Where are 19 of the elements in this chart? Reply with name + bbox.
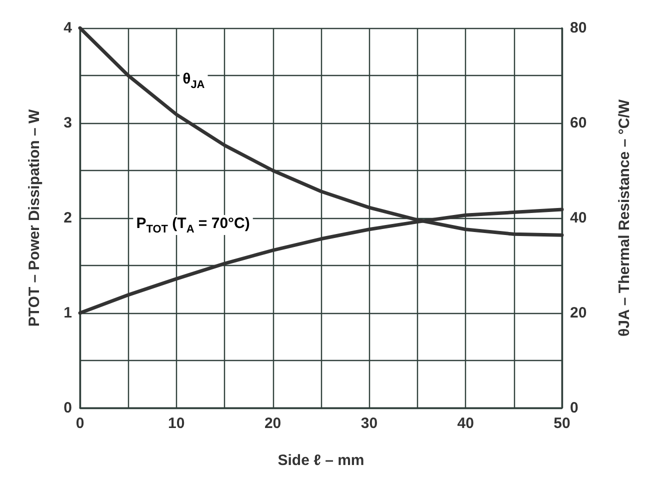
x-tick-label: 0: [76, 415, 84, 432]
x-tick-label: 20: [264, 415, 282, 432]
x-axis-title: Side ℓ – mm: [278, 452, 364, 469]
y2-tick-label: 0: [570, 400, 578, 416]
y-tick-label: 2: [64, 210, 72, 226]
y-axis-title: PTOT – Power Dissipation – W: [26, 108, 43, 327]
x-tick-label: 10: [168, 415, 185, 432]
x-tick-label: 50: [554, 415, 570, 432]
y-tick-label: 0: [64, 400, 72, 416]
y2-axis-title: θJA – Thermal Resistance – °C/W: [616, 98, 633, 336]
y2-tick-label: 20: [570, 304, 587, 322]
y-tick-label: 1: [64, 304, 72, 322]
y-tick-label: 3: [64, 114, 72, 132]
y2-tick-label: 60: [570, 114, 587, 132]
y2-tick-label: 80: [570, 20, 587, 36]
x-tick-label: 30: [360, 415, 378, 432]
y2-tick-label: 40: [570, 210, 587, 226]
x-tick-label: 40: [457, 415, 474, 432]
y-tick-label: 4: [64, 20, 73, 36]
